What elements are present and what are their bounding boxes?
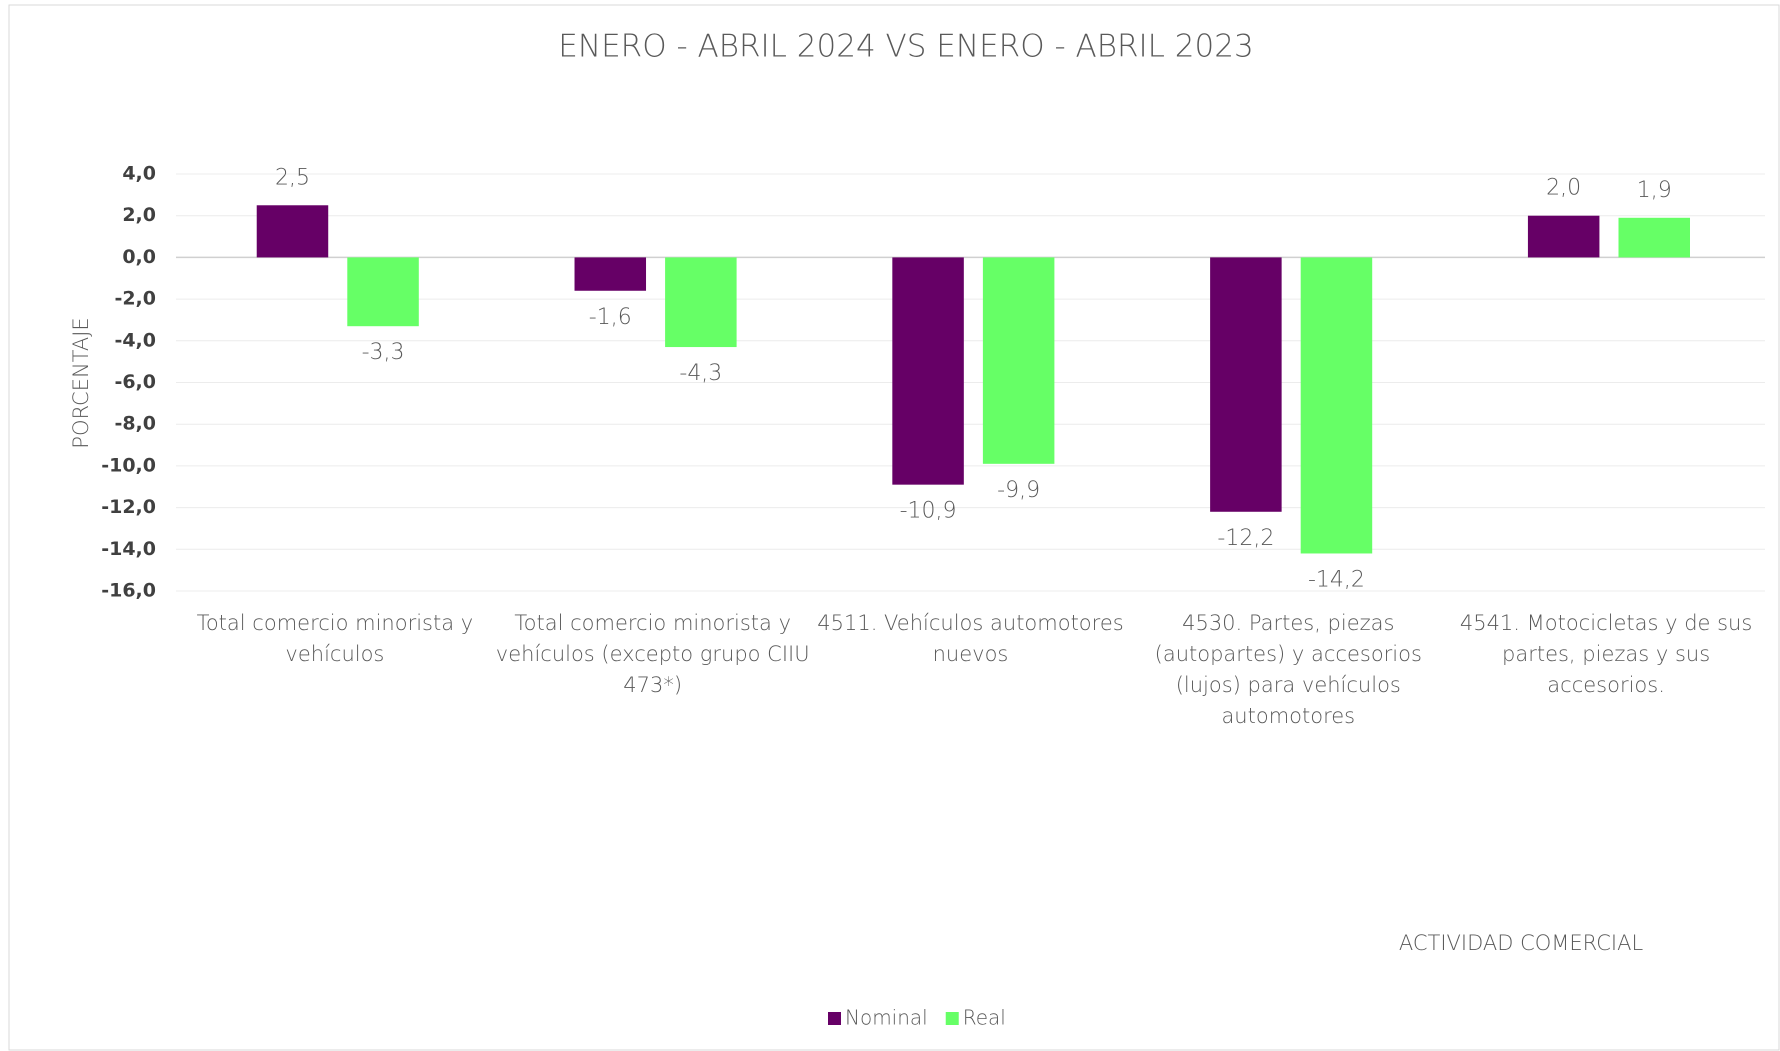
y-tick-label: 0,0	[122, 246, 156, 268]
legend-label: Real	[963, 1006, 1006, 1030]
bar	[574, 257, 647, 291]
y-tick-label: 4,0	[122, 163, 156, 185]
bar	[892, 257, 964, 485]
bar	[1210, 257, 1282, 512]
data-label: -10,9	[900, 499, 957, 524]
x-tick-label-box: Total comercio minorista y vehículos	[196, 611, 474, 666]
legend-label: Nominal	[845, 1006, 928, 1030]
chart-title: ENERO - ABRIL 2024 VS ENERO - ABRIL 2023	[558, 29, 1253, 65]
bar	[1618, 217, 1690, 258]
chart-border	[8, 4, 1780, 1051]
y-tick-label: 2,0	[122, 204, 156, 226]
data-label: 2,5	[275, 165, 310, 190]
x-tick-label-box: 4530. Partes, piezas (autopartes) y acce…	[1154, 611, 1422, 728]
data-label: -12,2	[1217, 526, 1274, 551]
bar	[982, 257, 1055, 464]
y-tick-label: -2,0	[114, 288, 156, 310]
bar	[665, 257, 737, 348]
y-tick-label: -6,0	[114, 371, 156, 393]
data-label: -1,6	[589, 305, 632, 330]
x-axis-label: ACTIVIDAD COMERCIAL	[1399, 931, 1644, 955]
data-label: -9,9	[997, 478, 1040, 503]
bar	[1300, 257, 1373, 554]
data-label: 1,9	[1637, 178, 1672, 203]
y-tick-label: -16,0	[101, 580, 156, 602]
x-tick-label: 4530. Partes, piezas (autopartes) y acce…	[1154, 611, 1422, 728]
x-tick-label-box: 4541. Motocicletas y de sus partes, piez…	[1459, 611, 1753, 697]
x-tick-label: Total comercio minorista y vehículos (ex…	[495, 611, 810, 697]
x-tick-label: 4511. Vehículos automotores nuevos	[817, 611, 1124, 666]
y-axis-label: PORCENTAJE	[69, 317, 93, 448]
y-tick-label: -10,0	[101, 454, 156, 476]
data-label: 2,0	[1546, 176, 1581, 201]
x-tick-label-box: 4511. Vehículos automotores nuevos	[817, 611, 1124, 666]
data-label: -3,3	[362, 340, 405, 365]
bar	[347, 257, 419, 327]
x-tick-label: Total comercio minorista y vehículos	[196, 611, 474, 666]
y-tick-label: -12,0	[101, 496, 156, 518]
x-tick-label: 4541. Motocicletas y de sus partes, piez…	[1459, 611, 1753, 697]
bar	[256, 205, 329, 258]
y-tick-label: -14,0	[101, 538, 156, 560]
x-tick-label-box: Total comercio minorista y vehículos (ex…	[495, 611, 810, 697]
y-tick-label: -8,0	[114, 413, 156, 435]
bar	[1527, 215, 1600, 258]
data-label: -14,2	[1308, 567, 1365, 592]
y-tick-label: -4,0	[114, 329, 156, 351]
data-label: -4,3	[679, 361, 722, 386]
legend-swatch	[945, 1012, 959, 1025]
legend-swatch	[828, 1012, 841, 1025]
